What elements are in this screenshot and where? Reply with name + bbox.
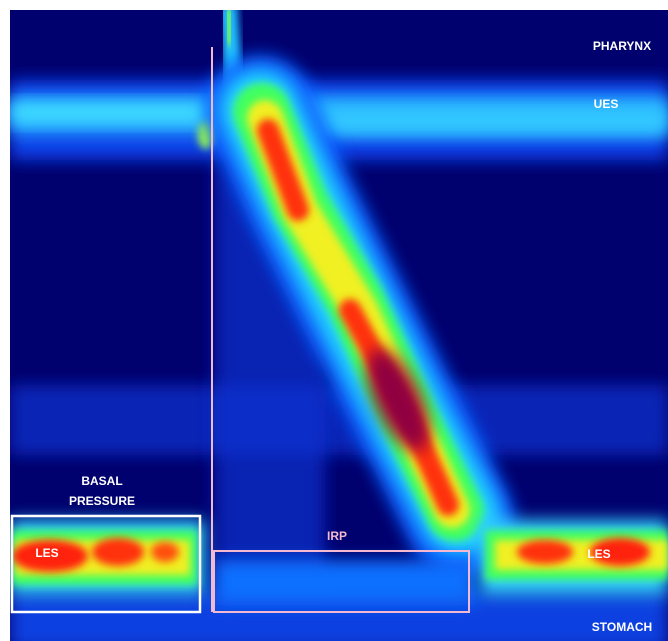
basal-label: BASAL — [81, 474, 122, 488]
les-label: LES — [587, 547, 610, 561]
manometry-plot: PHARYNX UES BASAL PRESSURE LES IRP LES S… — [0, 0, 668, 641]
pharynx-label: PHARYNX — [593, 39, 651, 53]
les-label: LES — [35, 546, 58, 560]
irp-label: IRP — [327, 529, 347, 543]
basal-label: PRESSURE — [69, 494, 135, 508]
pressure-topography — [10, 5, 668, 641]
stomach-label: STOMACH — [592, 620, 652, 634]
ues-label: UES — [594, 97, 619, 111]
